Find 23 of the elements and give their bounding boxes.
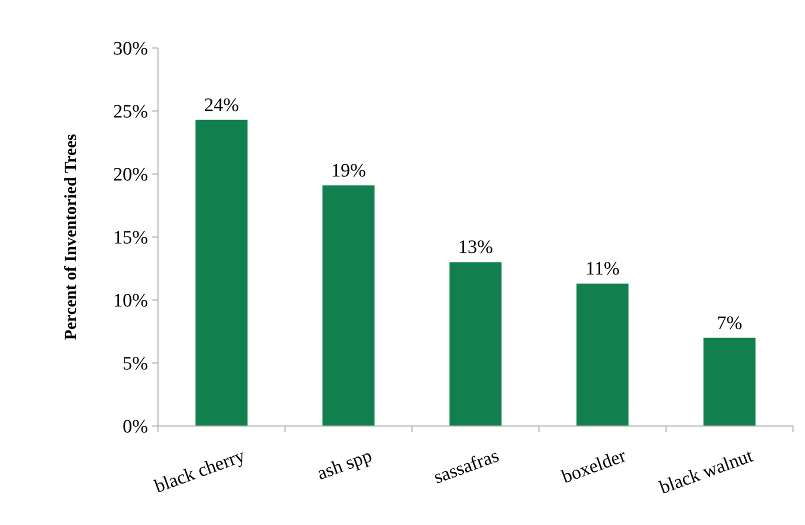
y-tick-label: 30%: [113, 38, 148, 60]
data-label: 19%: [331, 160, 366, 182]
x-tick-label: sassafras: [431, 445, 502, 488]
x-tick-label: boxelder: [559, 445, 630, 488]
data-label: 11%: [585, 258, 620, 280]
bar: [576, 284, 629, 426]
data-label: 7%: [716, 312, 742, 334]
data-label: 24%: [204, 94, 240, 116]
bar: [703, 338, 756, 426]
x-tick-label: ash spp: [314, 445, 375, 485]
bar: [322, 185, 375, 426]
y-tick-label: 10%: [113, 290, 148, 312]
y-tick-label: 0%: [122, 416, 148, 438]
x-tick-label: black walnut: [656, 445, 756, 499]
y-tick-label: 25%: [113, 102, 148, 123]
y-tick-label: 20%: [113, 164, 148, 186]
data-label: 13%: [458, 237, 494, 258]
y-tick-label: 15%: [113, 228, 148, 249]
y-axis-title: Percent of Inventoried Trees: [61, 134, 80, 340]
bar: [449, 262, 502, 426]
y-tick-label: 5%: [122, 354, 148, 375]
bar: [195, 120, 248, 426]
x-tick-label: black cherry: [152, 445, 248, 498]
